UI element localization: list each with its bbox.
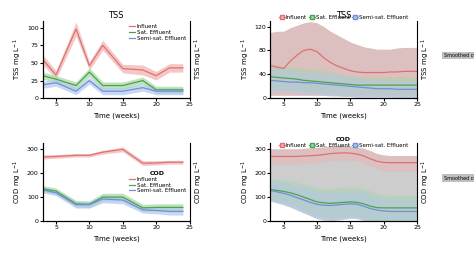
Text: Smoothed curves: Smoothed curves — [444, 176, 474, 181]
Title: TSS: TSS — [336, 11, 351, 20]
Y-axis label: TSS mg L$^{-1}$: TSS mg L$^{-1}$ — [420, 39, 432, 80]
Y-axis label: COD mg L$^{-1}$: COD mg L$^{-1}$ — [12, 160, 24, 204]
X-axis label: Time (weeks): Time (weeks) — [93, 113, 139, 120]
Legend: Influent, Sat. Effluent, Semi-sat. Effluent: Influent, Sat. Effluent, Semi-sat. Efflu… — [128, 23, 187, 41]
X-axis label: Time (weeks): Time (weeks) — [320, 113, 367, 120]
Title: TSS: TSS — [109, 11, 124, 20]
Y-axis label: TSS mg L$^{-1}$: TSS mg L$^{-1}$ — [239, 39, 252, 80]
Y-axis label: COD mg L$^{-1}$: COD mg L$^{-1}$ — [192, 160, 205, 204]
X-axis label: Time (weeks): Time (weeks) — [320, 236, 367, 242]
Y-axis label: COD mg L$^{-1}$: COD mg L$^{-1}$ — [420, 160, 432, 204]
Legend: Influent, Sat. Effluent, Semi-sat. Effluent: Influent, Sat. Effluent, Semi-sat. Efflu… — [128, 170, 187, 194]
X-axis label: Time (weeks): Time (weeks) — [93, 236, 139, 242]
Y-axis label: TSS mg L$^{-1}$: TSS mg L$^{-1}$ — [192, 39, 205, 80]
Legend: Influent, Sat. Effluent, Semi-sat. Effluent: Influent, Sat. Effluent, Semi-sat. Efflu… — [279, 137, 409, 149]
Y-axis label: COD mg L$^{-1}$: COD mg L$^{-1}$ — [239, 160, 252, 204]
Y-axis label: TSS mg L$^{-1}$: TSS mg L$^{-1}$ — [12, 39, 24, 80]
Text: Smoothed curves: Smoothed curves — [444, 53, 474, 58]
Legend: Influent, Sat. Effluent, Semi-sat. Effluent: Influent, Sat. Effluent, Semi-sat. Efflu… — [279, 14, 409, 20]
